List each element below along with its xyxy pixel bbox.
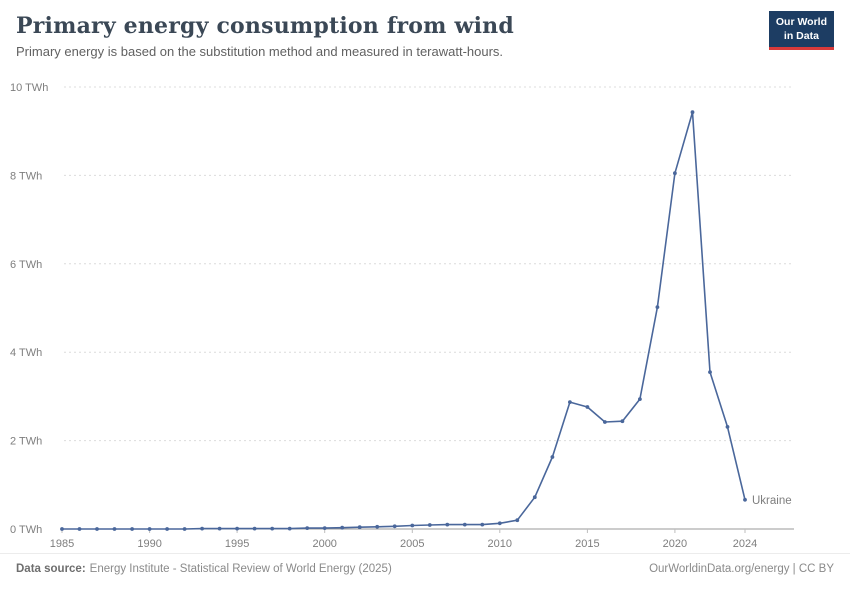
x-axis-tick-label: 1985 <box>50 538 74 550</box>
data-point[interactable] <box>200 526 205 531</box>
x-axis-tick-label: 1990 <box>137 538 161 550</box>
data-point[interactable] <box>217 526 222 531</box>
data-point[interactable] <box>497 521 502 526</box>
data-point[interactable] <box>427 523 432 527</box>
data-point[interactable] <box>638 397 642 401</box>
y-axis-tick-label: 10 TWh <box>10 82 48 94</box>
chart-footer: Data source: Energy Institute - Statistic… <box>0 553 850 600</box>
y-axis-tick-label: 0 TWh <box>10 524 42 536</box>
chart-title: Primary energy consumption from wind <box>16 13 514 39</box>
data-point[interactable] <box>655 305 660 309</box>
data-point[interactable] <box>392 524 397 529</box>
data-point[interactable] <box>603 420 607 424</box>
data-point[interactable] <box>690 110 695 115</box>
data-source-text: Energy Institute - Statistical Review of… <box>89 563 392 575</box>
data-point[interactable] <box>550 455 555 459</box>
x-axis-tick-label: 2005 <box>400 538 424 550</box>
owid-logo[interactable]: Our World in Data <box>768 11 834 50</box>
x-axis-tick-label: 2020 <box>663 538 687 550</box>
y-axis-tick-label: 2 TWh <box>10 436 42 448</box>
data-point[interactable] <box>568 400 572 404</box>
data-point[interactable] <box>270 526 275 531</box>
data-point[interactable] <box>60 527 64 531</box>
series-line-ukraine[interactable] <box>62 111 746 530</box>
data-point[interactable] <box>375 524 380 529</box>
data-point[interactable] <box>95 527 99 531</box>
x-axis-tick-label: 2010 <box>488 538 512 550</box>
data-point[interactable] <box>708 370 712 374</box>
data-point[interactable] <box>235 526 240 531</box>
y-axis-tick-label: 4 TWh <box>10 347 42 359</box>
owid-credit-link[interactable]: OurWorldinData.org/energy | CC BY <box>649 563 834 575</box>
data-point[interactable] <box>130 527 135 531</box>
data-point[interactable] <box>77 527 82 531</box>
data-point[interactable] <box>445 522 450 527</box>
data-source-label: Data source: <box>16 563 86 575</box>
y-axis-tick-label: 8 TWh <box>10 170 42 182</box>
x-axis-tick-label: 2015 <box>575 538 599 550</box>
data-point[interactable] <box>515 518 520 523</box>
data-point[interactable] <box>480 522 485 527</box>
data-point[interactable] <box>322 526 327 530</box>
x-axis-tick-label: 2000 <box>312 538 336 550</box>
data-point[interactable] <box>532 495 537 500</box>
data-point[interactable] <box>620 419 625 424</box>
x-axis-tick-label: 1995 <box>225 538 249 550</box>
data-point[interactable] <box>725 425 730 429</box>
data-point[interactable] <box>305 526 310 530</box>
x-axis-tick-label: 2024 <box>733 538 757 550</box>
data-point[interactable] <box>743 497 747 502</box>
chart-plot-area[interactable]: 0 TWh 2 TWh 4 TWh 6 TWh 8 TWh 10 TWh 1985 1990 1… <box>0 59 850 553</box>
data-point[interactable] <box>340 525 345 530</box>
owid-logo-line1: Our World <box>775 16 827 28</box>
data-point[interactable] <box>182 527 187 531</box>
data-point[interactable] <box>357 525 362 530</box>
data-point[interactable] <box>165 527 170 531</box>
data-point[interactable] <box>673 171 677 176</box>
data-source: Data source: Energy Institute - Statistic… <box>16 563 392 575</box>
chart-header: Primary energy consumption from wind Pri… <box>0 0 850 59</box>
data-point[interactable] <box>462 522 467 527</box>
chart-subtitle: Primary energy is based on the substitut… <box>16 44 504 59</box>
chart-canvas[interactable]: 0 TWh 2 TWh 4 TWh 6 TWh 8 TWh 10 TWh 1985 1990 1… <box>0 59 850 553</box>
data-point[interactable] <box>147 527 152 531</box>
data-point[interactable] <box>112 527 117 531</box>
series-label-ukraine[interactable]: Ukraine <box>752 495 792 507</box>
y-axis-tick-label: 6 TWh <box>10 259 42 271</box>
data-point[interactable] <box>287 526 292 531</box>
data-point[interactable] <box>585 405 590 409</box>
data-point[interactable] <box>252 526 257 531</box>
data-point[interactable] <box>410 523 415 528</box>
owid-logo-line2: in Data <box>783 29 819 42</box>
